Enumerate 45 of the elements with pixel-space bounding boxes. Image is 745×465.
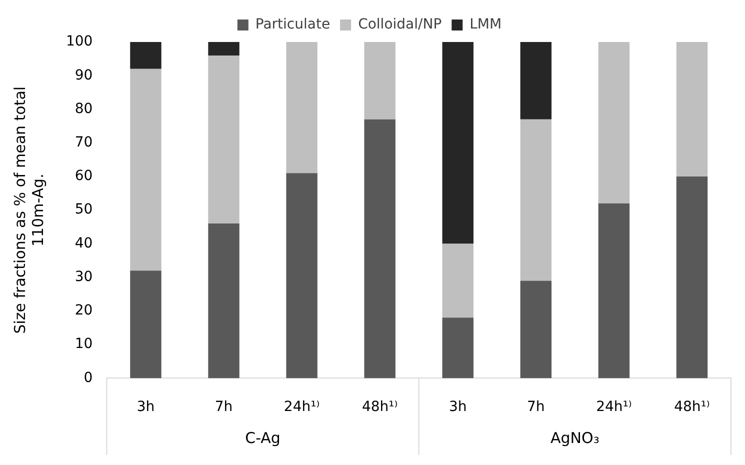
y-tick-label: 40 <box>74 235 93 252</box>
x-tick-label: 24h¹⁾ <box>284 399 320 416</box>
y-tick-label: 90 <box>74 67 93 84</box>
x-tick-label: 7h <box>527 399 545 416</box>
bar <box>520 280 552 378</box>
bar <box>676 176 708 378</box>
y-tick-label: 100 <box>66 34 93 50</box>
bar <box>442 244 474 318</box>
legend-label: Particulate <box>255 16 330 33</box>
bar <box>286 42 318 174</box>
bar <box>442 318 474 378</box>
bar <box>286 173 318 378</box>
bar <box>208 42 240 56</box>
y-tick-label: 60 <box>74 168 93 184</box>
bar <box>208 55 240 224</box>
y-tick-label: 10 <box>74 336 93 352</box>
x-tick-label: 3h <box>448 399 467 416</box>
legend-label: LMM <box>470 16 502 33</box>
text: AgNO₃ <box>550 428 600 447</box>
text: C-Ag <box>245 428 280 447</box>
x-tick-label: 48h¹⁾ <box>674 399 710 416</box>
y-tick-label: 0 <box>84 370 93 386</box>
bar <box>130 68 162 271</box>
bar <box>208 224 240 378</box>
x-tick-label: 3h <box>136 399 155 416</box>
y-tick-label: 30 <box>74 268 93 285</box>
legend-label: Colloidal/NP <box>358 16 442 33</box>
x-tick-label: 7h <box>214 399 233 416</box>
x-tick-label: 48h¹⁾ <box>362 399 398 416</box>
bar <box>598 42 630 204</box>
bar <box>364 119 396 378</box>
y-tick-label: 20 <box>74 302 93 319</box>
y-tick-label: 50 <box>74 202 93 218</box>
bar <box>364 42 396 120</box>
y-tick-label: 70 <box>74 134 93 150</box>
y-tick-label: 80 <box>74 100 93 117</box>
y-axis-title: Size fractions as % of mean total 110m-Ag. <box>10 86 47 334</box>
bar <box>676 42 708 176</box>
x-tick-label: 24h¹⁾ <box>596 399 632 416</box>
bar <box>130 270 162 378</box>
bar <box>130 42 162 69</box>
bar <box>520 119 552 281</box>
bar <box>442 42 474 244</box>
bar <box>520 42 552 120</box>
bar <box>598 203 630 378</box>
